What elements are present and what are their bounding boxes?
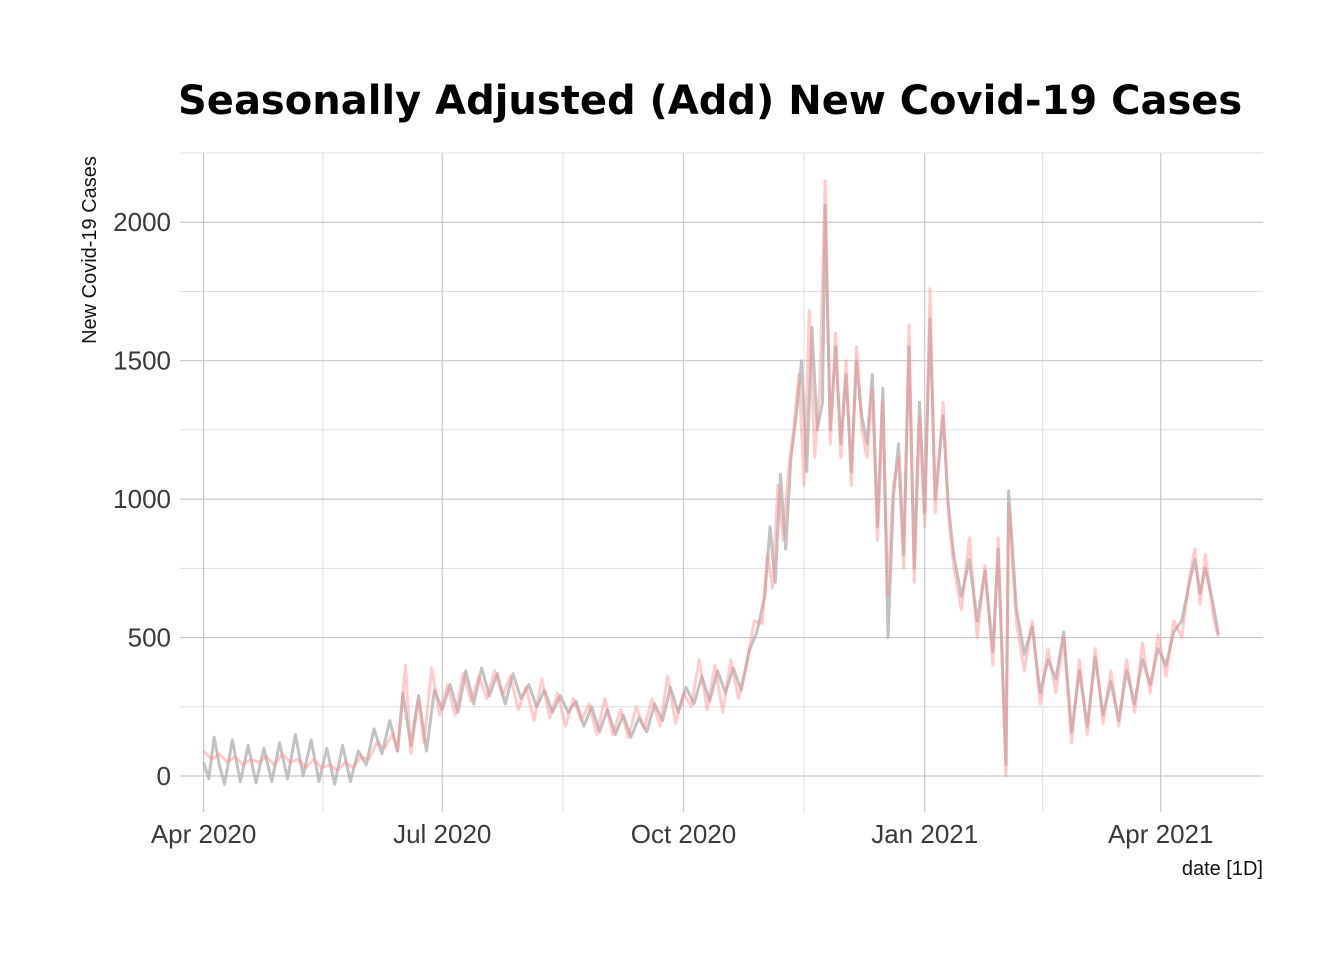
y-tick-label: 1500 [113,346,171,376]
y-axis-ticks: 0 500 1000 1500 2000 [113,207,171,791]
x-tick-label: Apr 2020 [151,819,257,849]
x-axis-ticks: Apr 2020 Jul 2020 Oct 2020 Jan 2021 Apr 2021 [151,819,1214,849]
x-axis-title: date [1D] [1182,858,1263,880]
chart-title: Seasonally Adjusted (Add) New Covid-19 C… [178,78,1242,124]
x-tick-label: Jul 2020 [393,819,491,849]
series-layer [202,179,1220,786]
x-tick-label: Apr 2021 [1108,819,1214,849]
x-tick-label: Oct 2020 [631,819,737,849]
y-axis-title: New Covid-19 Cases [79,156,101,344]
x-tick-label: Jan 2021 [871,819,978,849]
y-tick-label: 0 [157,761,171,791]
y-tick-label: 2000 [113,207,171,237]
y-tick-label: 500 [128,623,171,653]
series-line-2 [202,179,1220,778]
minor-gridlines [180,152,1263,812]
y-tick-label: 1000 [113,484,171,514]
series-line-1 [202,204,1220,786]
